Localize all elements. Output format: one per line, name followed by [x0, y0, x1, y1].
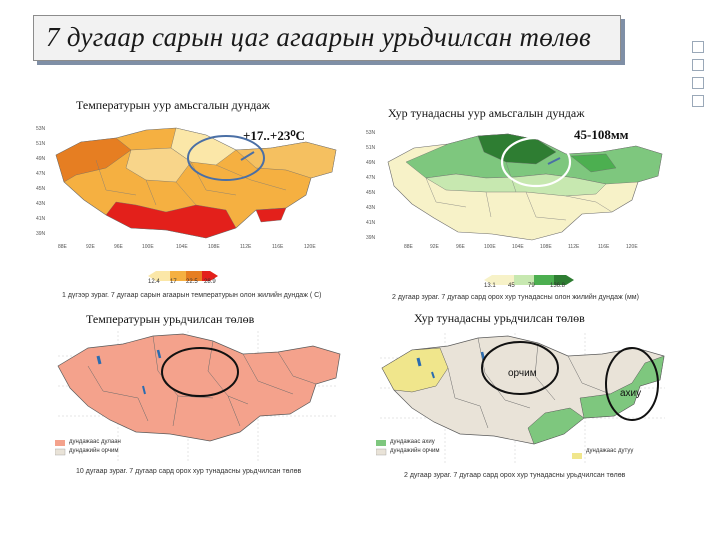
svg-text:45N: 45N [366, 190, 376, 196]
svg-text:96E: 96E [456, 244, 466, 250]
temp-forecast-map [48, 326, 344, 468]
svg-text:92E: 92E [86, 244, 96, 250]
svg-text:41N: 41N [36, 216, 46, 222]
decoration-square [692, 41, 704, 53]
precip-legend-0: 13.1 [484, 283, 496, 289]
precip-range-label: 45-108мм [574, 127, 629, 142]
precip-climate-map: 53N 51N 49N 47N 45N 43N 41N 39N 88E 92E 96E 100… [366, 122, 666, 252]
heading-temp-climate: Температурын уур амьсгалын дундаж [76, 98, 270, 112]
svg-text:120E: 120E [626, 244, 638, 250]
svg-text:39N: 39N [36, 231, 46, 237]
heading-precip-forecast: Хур тунадасны урьдчилсан төлөв [414, 311, 585, 325]
temp-forecast-legend-swatches [54, 440, 67, 456]
precip-forecast-legend-swatch-dry [572, 448, 584, 459]
svg-text:100E: 100E [142, 244, 154, 250]
temp-forecast-legend-0: дундажаас дулаан [69, 439, 121, 445]
decoration-square [692, 95, 704, 107]
precip-forecast-map [370, 328, 670, 468]
heading-temp-forecast: Температурын урьдчилсан төлөв [86, 312, 255, 326]
svg-text:47N: 47N [366, 175, 376, 181]
highlight-ellipse [500, 136, 572, 188]
svg-text:43N: 43N [36, 201, 46, 207]
svg-text:120E: 120E [304, 244, 316, 250]
precip-forecast-legend-swatches [375, 440, 388, 456]
decoration-square [692, 77, 704, 89]
svg-text:43N: 43N [366, 205, 376, 211]
heading-precip-climate: Хур тунадасны уур амьсгалын дундаж [388, 106, 585, 120]
page-title: 7 дугаар сарын цаг агаарын урьдчилсан тө… [46, 22, 591, 52]
arrow-icon [240, 151, 255, 161]
temp-legend-bar [148, 268, 218, 281]
arrow-icon [547, 157, 561, 165]
svg-text:104E: 104E [512, 244, 524, 250]
svg-text:112E: 112E [240, 244, 252, 250]
svg-text:96E: 96E [114, 244, 124, 250]
precip-forecast-label-near: орчим [508, 368, 537, 379]
svg-text:116E: 116E [598, 244, 610, 250]
svg-text:88E: 88E [404, 244, 414, 250]
svg-text:112E: 112E [568, 244, 580, 250]
precip-legend-3: 136.8 [550, 283, 566, 289]
precip-legend-2: 79 [528, 283, 535, 289]
svg-text:92E: 92E [430, 244, 440, 250]
precip-forecast-legend-1: дундажийн орчим [390, 448, 440, 454]
precip-forecast-caption: 2 дугаар зураг. 7 дугаар сард орох хур т… [404, 472, 626, 479]
svg-text:49N: 49N [366, 160, 376, 166]
svg-text:88E: 88E [58, 244, 68, 250]
svg-text:39N: 39N [366, 235, 376, 241]
temp-legend-2: 22.5 [186, 279, 198, 285]
precip-forecast-legend-0: дундажаас ахиу [390, 439, 435, 445]
temp-climate-caption: 1 дүгээр зураг. 7 дугаар сарын агаарын т… [62, 292, 322, 299]
svg-text:47N: 47N [36, 171, 46, 177]
svg-text:104E: 104E [176, 244, 188, 250]
temp-climate-map: 53N 51N 49N 47N 45N 43N 41N 39N 88E 92E 96E 100… [36, 120, 346, 255]
temp-forecast-legend-1: дундажийн орчим [69, 448, 119, 454]
temp-legend-1: 17 [170, 279, 177, 285]
precip-forecast-label-above: ахиу [620, 388, 642, 399]
svg-text:53N: 53N [366, 130, 376, 136]
precip-legend-1: 45 [508, 283, 515, 289]
temp-forecast-caption: 10 дугаар зураг. 7 дугаар сард орох хур … [76, 468, 302, 475]
temp-legend-3: 28.9 [204, 279, 216, 285]
precip-forecast-legend-2: дундажаас дутуу [586, 448, 634, 454]
svg-text:108E: 108E [540, 244, 552, 250]
temp-range-label: +17..+23⁰С [243, 128, 305, 143]
svg-text:108E: 108E [208, 244, 220, 250]
svg-text:100E: 100E [484, 244, 496, 250]
temp-legend-0: 12.4 [148, 279, 160, 285]
highlight-ellipse [481, 341, 559, 395]
svg-text:51N: 51N [36, 141, 46, 147]
svg-text:51N: 51N [366, 145, 376, 151]
svg-text:41N: 41N [366, 220, 376, 226]
precip-legend-bar [484, 272, 574, 285]
svg-text:116E: 116E [272, 244, 284, 250]
highlight-ellipse [605, 347, 659, 421]
highlight-ellipse [187, 135, 265, 181]
title-box: 7 дугаар сарын цаг агаарын урьдчилсан тө… [33, 15, 621, 61]
svg-text:53N: 53N [36, 126, 46, 132]
svg-text:49N: 49N [36, 156, 46, 162]
svg-text:45N: 45N [36, 186, 46, 192]
precip-climate-caption: 2 дугаар зураг. 7 дугаар сард орох хур т… [392, 294, 639, 301]
highlight-ellipse [161, 347, 239, 397]
decoration-square [692, 59, 704, 71]
